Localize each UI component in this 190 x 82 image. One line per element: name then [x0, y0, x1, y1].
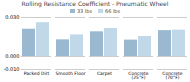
- html-text:33 lbs: 33 lbs: [76, 8, 92, 14]
- svg-text:Carpet: Carpet: [97, 71, 112, 76]
- svg-text:0.030: 0.030: [5, 14, 19, 20]
- svg-text:Packed Dirt: Packed Dirt: [24, 71, 50, 76]
- svg-text:Smooth Floor: Smooth Floor: [56, 71, 86, 76]
- svg-text:0.000: 0.000: [5, 53, 19, 59]
- svg-text:Concrete(25°F): Concrete(25°F): [128, 71, 149, 81]
- html-text:Rolling Resistance Coefficient: Rolling Resistance Coefficient - Pneumat…: [21, 0, 169, 7]
- svg-text:Concrete(70°F): Concrete(70°F): [162, 71, 183, 81]
- html-text:66 lbs: 66 lbs: [105, 8, 121, 14]
- svg-text:-0.010: -0.010: [3, 66, 19, 72]
